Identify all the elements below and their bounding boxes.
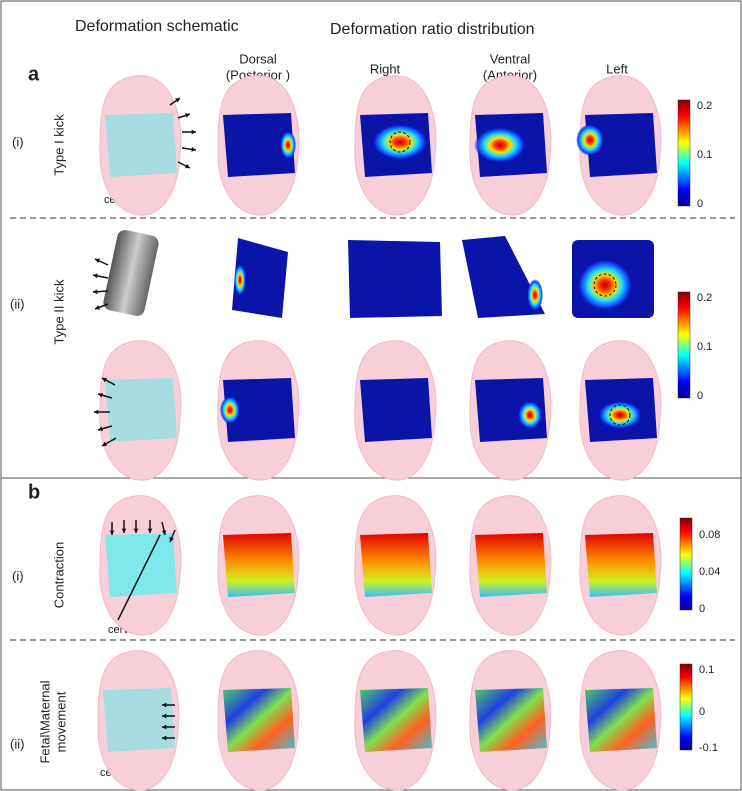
arrow-head [93,273,98,279]
colorbar-tick: 0.1 [697,341,712,353]
deformation-map [223,688,295,752]
colorbar [679,663,693,751]
arrow-head [162,735,167,741]
row-title: Fetal\Maternal [37,680,52,763]
row-title: Contraction [51,542,66,608]
row-title: movement [53,691,68,752]
colorbar-tick: 0.08 [699,529,720,541]
deformation-map [360,378,432,442]
hot-spot [372,124,428,160]
deformation-map [223,113,295,177]
panel-label: b [28,481,40,503]
hot-spot [576,124,604,156]
colorbar-tick: 0.1 [697,149,712,161]
deformation-map [462,236,545,318]
arrow-head [169,537,174,542]
deformation-map [475,688,547,752]
hot-spot [234,264,246,296]
hot-spot [474,127,526,163]
deformation-map [360,688,432,752]
arrow-head [102,441,107,446]
arrow-head [95,258,100,264]
arrow-head [162,724,167,730]
hot-spot [527,279,543,311]
colorbar-tick: 0 [697,390,703,402]
hot-spot [598,401,642,429]
axis-line [117,534,161,621]
highlight [389,131,411,153]
row-index: (i) [12,134,24,149]
colorbar-tick: 0 [699,706,705,718]
arrow-head [94,409,99,415]
deformation-map [585,688,657,752]
row-index: (ii) [10,736,24,751]
deformation-map [585,533,657,597]
column-title: Ventral [490,51,531,66]
colorbar-tick: 0 [697,198,703,210]
arrow-head [121,528,127,533]
arrow-head [98,426,103,432]
deformation-map [223,378,295,442]
arrow-head [133,528,139,533]
header: Deformation ratio distribution [330,21,535,38]
deformation-map [105,113,177,177]
arrow-head [162,713,167,719]
deformation-map [232,238,288,318]
colorbar-tick: -0.1 [699,742,718,754]
colorbar-tick: 0.1 [699,664,714,676]
panel-label: a [28,63,40,85]
colorbar-tick: 0 [699,603,705,615]
arrow-head [102,377,107,383]
colorbar [677,99,691,207]
row-title: Type II kick [51,279,66,345]
deformation-map [348,240,442,318]
arrow-head [109,530,115,535]
column-title: Dorsal [239,51,277,66]
column-title: Right [370,61,401,76]
arrow-head [98,392,103,398]
highlight [609,404,631,426]
deformation-map [105,533,177,597]
row-index: (i) [12,568,24,583]
header: Deformation schematic [75,18,239,35]
arrow-head [191,147,196,152]
column-title: Left [606,61,628,76]
deformation-map [223,533,295,597]
deformation-map [105,378,177,442]
arrow-head [95,305,100,310]
arrow-head [93,289,98,295]
colorbar-tick: 0.04 [699,566,720,578]
hot-spot [518,401,542,429]
arrow-head [147,528,153,533]
hot-spot [280,131,296,159]
row-title: Type I kick [51,114,66,176]
arrow-head [191,129,196,135]
colorbar-tick: 0.2 [697,292,712,304]
deformation-map [585,113,657,177]
arrow-head [162,702,167,708]
hot-spot [220,396,240,424]
arrow-head [185,113,190,118]
arrow-head [175,98,180,103]
arrow-head [161,530,167,535]
deformation-map [475,533,547,597]
hot-spot [577,259,633,311]
deformation-map [360,533,432,597]
colorbar-tick: 0.2 [697,100,712,112]
arrow-head [185,163,190,169]
row-index: (ii) [10,296,24,311]
deformation-map [103,688,175,752]
highlight [593,273,617,297]
colorbar [679,517,693,611]
cylinder [103,230,159,316]
colorbar [677,291,691,399]
